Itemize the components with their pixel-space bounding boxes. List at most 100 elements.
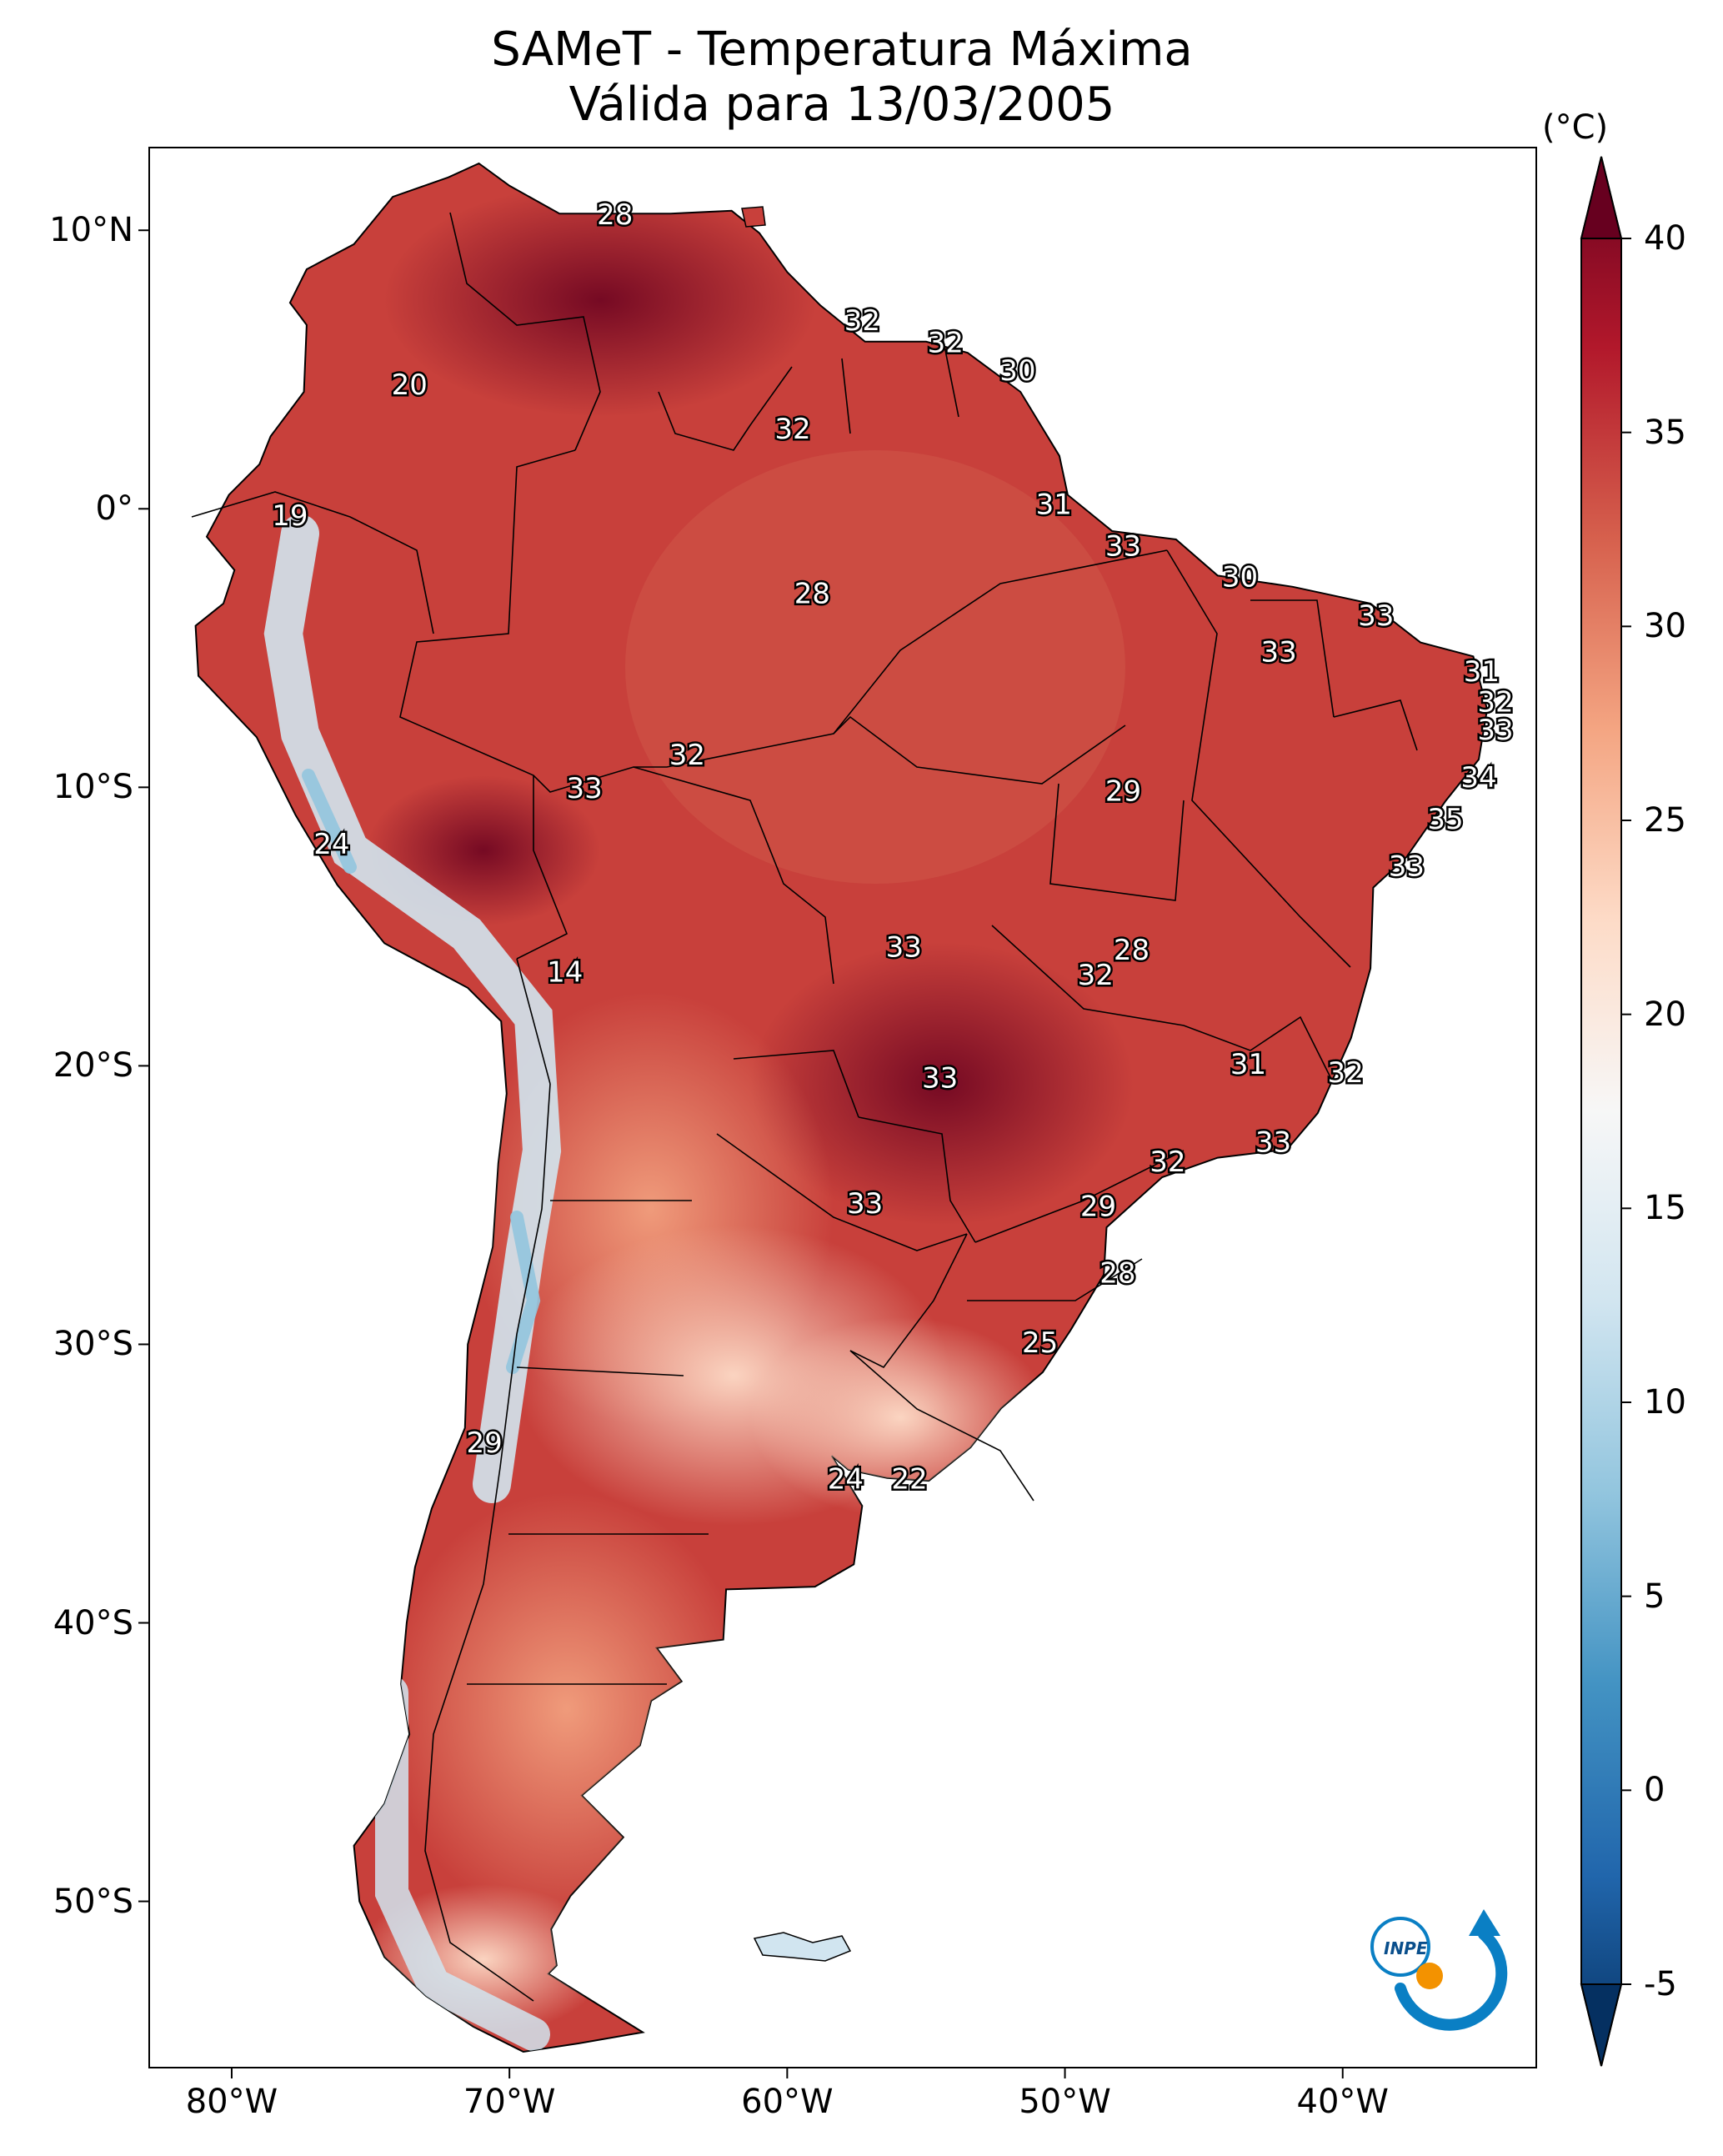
border-argentina-provinces bbox=[467, 1200, 709, 1685]
temperature-label: 33 bbox=[1389, 850, 1425, 884]
temperature-label: 32 bbox=[1477, 686, 1513, 720]
temperature-label: 33 bbox=[566, 772, 602, 805]
temperature-field bbox=[263, 183, 1134, 2051]
temperature-label: 31 bbox=[1464, 655, 1500, 689]
inpe-logo-sun bbox=[1416, 1963, 1443, 1989]
andes-cold-band bbox=[263, 514, 562, 1503]
inpe-logo: INPE bbox=[1370, 1909, 1508, 2031]
border-venezuela-guyana bbox=[658, 366, 793, 451]
temperature-label: 30 bbox=[999, 354, 1035, 388]
border-brazil-states-4 bbox=[991, 925, 1335, 1085]
temperature-label: 19 bbox=[272, 499, 308, 533]
inpe-logo-text: INPE bbox=[1384, 1938, 1428, 1958]
colorbar-ticks bbox=[1621, 238, 1631, 1985]
temperature-label: 33 bbox=[1477, 714, 1513, 747]
lat-tick-label: 10°S bbox=[53, 768, 133, 807]
temperature-label: 28 bbox=[1099, 1256, 1135, 1290]
border-suriname-guiana bbox=[941, 333, 959, 418]
border-brazil-states-2 bbox=[1049, 783, 1185, 901]
temperature-label: 24 bbox=[313, 828, 349, 861]
colorbar-tick-label: 15 bbox=[1644, 1189, 1686, 1228]
temperature-label: 32 bbox=[1150, 1146, 1185, 1179]
temperature-label: 24 bbox=[828, 1463, 864, 1497]
border-brazil-states-1 bbox=[833, 549, 1168, 735]
colorbar-tick-label: 35 bbox=[1644, 413, 1686, 452]
colorbar-tick-label: 20 bbox=[1644, 995, 1686, 1034]
hot-zone-venezuela bbox=[383, 183, 817, 417]
temperature-label: 33 bbox=[1105, 530, 1141, 564]
temperature-label: 30 bbox=[1222, 560, 1258, 594]
hot-zone-paraguay-ms bbox=[750, 942, 1134, 1226]
temperature-label: 32 bbox=[844, 304, 880, 338]
temperature-label: 22 bbox=[891, 1463, 927, 1497]
temperature-label: 33 bbox=[847, 1187, 883, 1221]
lon-tick-label: 50°W bbox=[1019, 2083, 1111, 2121]
warm-zone-patagonia bbox=[383, 1492, 750, 1926]
border-bolivia-paraguay bbox=[733, 1050, 859, 1118]
temperature-label: 20 bbox=[392, 369, 428, 402]
border-guyana-suriname bbox=[841, 358, 851, 434]
border-uruguay-brazil bbox=[849, 1350, 1034, 1502]
temperature-label: 32 bbox=[669, 739, 705, 772]
temperature-label: 33 bbox=[922, 1062, 958, 1096]
border-colombia-venezuela bbox=[449, 212, 601, 451]
colorbar-tick-label: 10 bbox=[1644, 1383, 1686, 1421]
colorbar-unit: (°C) bbox=[1542, 108, 1609, 147]
border-chile-bolivia bbox=[516, 958, 551, 1085]
lon-tick-label: 40°W bbox=[1296, 2083, 1389, 2121]
colorbar-tick-label: 5 bbox=[1644, 1577, 1665, 1616]
andes-high-band bbox=[302, 769, 541, 1374]
colorbar-tick-label: 30 bbox=[1644, 607, 1686, 646]
temperature-label: 14 bbox=[547, 956, 583, 990]
temperature-label: 28 bbox=[597, 198, 633, 232]
temperature-label: 32 bbox=[1327, 1056, 1363, 1090]
temperature-label: 34 bbox=[1460, 761, 1496, 795]
carribean-island bbox=[741, 206, 766, 228]
falkland-islands bbox=[753, 1932, 852, 1962]
lat-tick-label: 20°S bbox=[53, 1046, 133, 1086]
temperature-label: 29 bbox=[467, 1426, 503, 1460]
colorbar-tick-label: 25 bbox=[1644, 801, 1686, 840]
axis-ticks bbox=[138, 229, 1344, 2078]
chart-subtitle: Válida para 13/03/2005 bbox=[568, 78, 1115, 132]
chart-title: SAMeT - Temperatura Máxima bbox=[491, 23, 1193, 77]
temperature-label: 28 bbox=[794, 577, 830, 610]
lat-tick-label: 30°S bbox=[53, 1325, 133, 1364]
inpe-logo-ring bbox=[1370, 1917, 1430, 1977]
temperature-label: 28 bbox=[1114, 934, 1150, 967]
colorbar-tick-label: -5 bbox=[1644, 1965, 1677, 2003]
border-brazil-states-5 bbox=[974, 1150, 1185, 1243]
lat-tick-label: 40°S bbox=[53, 1603, 133, 1642]
lon-tick-label: 80°W bbox=[185, 2083, 278, 2121]
temperature-label: 31 bbox=[1036, 488, 1072, 521]
temperature-label: 33 bbox=[1358, 599, 1394, 633]
temperature-label: 31 bbox=[1230, 1048, 1266, 1081]
temperature-label: 32 bbox=[928, 327, 964, 360]
border-peru-bolivia bbox=[516, 775, 568, 960]
temperature-label: 32 bbox=[774, 413, 810, 446]
colorbar-bottom-extend bbox=[1580, 1983, 1623, 2067]
temperature-label: 33 bbox=[1260, 635, 1296, 669]
border-brazil-states-7 bbox=[1250, 599, 1335, 718]
country-borders bbox=[191, 212, 1418, 2002]
lat-tick-label: 50°S bbox=[53, 1882, 133, 1921]
colorbar-tick-label: 0 bbox=[1644, 1771, 1665, 1810]
temperature-label: 25 bbox=[1022, 1326, 1058, 1360]
border-brazil-states-6 bbox=[967, 1258, 1143, 1301]
border-argentina-brazil bbox=[849, 1233, 968, 1369]
lon-tick-label: 70°W bbox=[463, 2083, 556, 2121]
colorbar bbox=[1580, 156, 1622, 2067]
border-brazil-states-8 bbox=[1333, 699, 1418, 751]
colorbar-top-extend bbox=[1580, 156, 1623, 239]
border-brazil-states-3 bbox=[1166, 549, 1351, 968]
border-argentina-paraguay bbox=[716, 1133, 968, 1251]
temperature-label: 33 bbox=[886, 931, 922, 965]
lat-tick-label: 10°N bbox=[49, 211, 133, 250]
border-chile-argentina bbox=[424, 1083, 551, 2002]
temperature-label: 32 bbox=[1078, 959, 1114, 992]
border-paraguay-brazil bbox=[858, 1116, 976, 1243]
temperature-label: 33 bbox=[1255, 1126, 1291, 1159]
lon-tick-label: 60°W bbox=[741, 2083, 834, 2121]
